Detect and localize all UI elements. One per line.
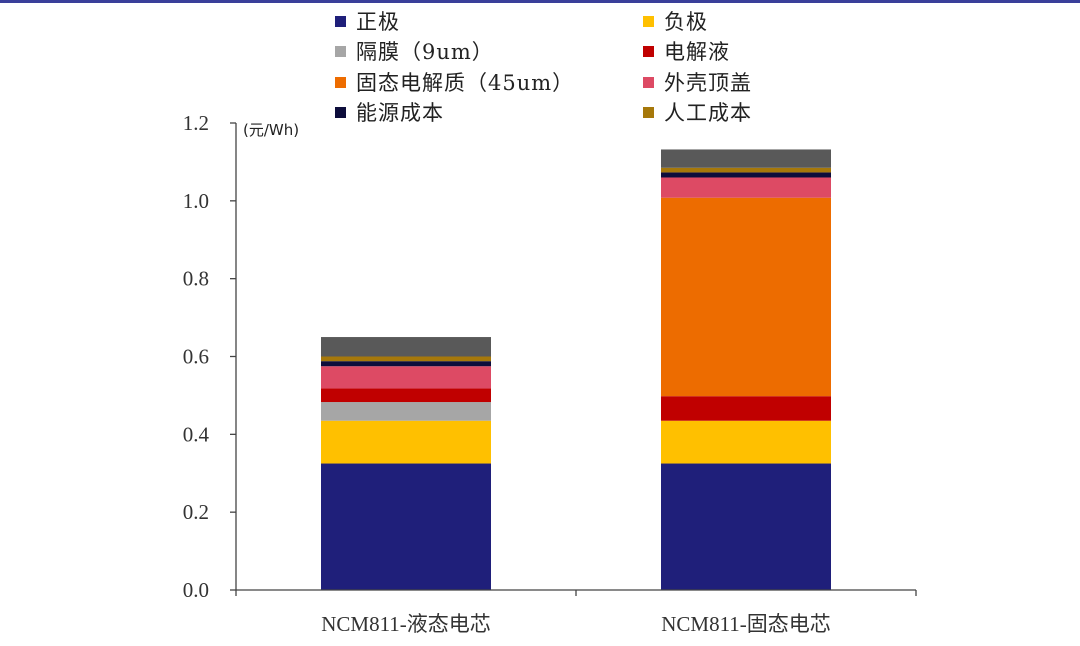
bar-segment-1-2: [321, 420, 491, 464]
bar-segment-1-1: [321, 463, 491, 590]
bar-segment-1-3: [321, 402, 491, 421]
legend-label-electrolyte: 电解液: [664, 40, 730, 64]
bar-segment-2-6: [661, 177, 831, 198]
y-tick-label: 0.6: [183, 345, 209, 369]
legend-swatch-anode: [643, 15, 654, 27]
legend-item-casing-cap: 外壳顶盖: [643, 70, 752, 95]
y-tick-label: 0.4: [183, 422, 210, 446]
bar-segment-2-2: [661, 420, 831, 464]
legend-swatch-solid-electrolyte: [335, 76, 346, 88]
legend-swatch-energy-cost: [335, 106, 346, 118]
y-tick-label: 0.8: [183, 267, 209, 291]
bar-segment-2-4: [661, 396, 831, 421]
bar-segment-2-5: [661, 197, 831, 397]
bar-segment-2-1: [661, 463, 831, 590]
bar-segment-1-4: [321, 388, 491, 403]
bar-segment-2-8: [661, 167, 831, 173]
legend-swatch-electrolyte: [643, 45, 654, 57]
y-axis-unit-label: (元/Wh): [243, 121, 300, 139]
bar-segment-2-9: [661, 149, 831, 168]
legend-label-cathode: 正极: [356, 10, 400, 34]
legend-item-labor-cost: 人工成本: [643, 100, 752, 125]
legend-item-electrolyte: 电解液: [643, 39, 730, 64]
top-rule: [0, 0, 1080, 3]
legend-item-energy-cost: 能源成本: [335, 100, 444, 125]
bar-segment-2-7: [661, 172, 831, 178]
y-tick-label: 1.0: [183, 189, 209, 213]
legend-swatch-labor-cost: [643, 106, 654, 118]
x-category-label: NCM811-液态电芯: [321, 612, 491, 636]
legend-item-separator: 隔膜（9um）: [335, 39, 494, 64]
bar-segment-1-8: [321, 356, 491, 362]
chart-legend: 正极 负极 隔膜（9um） 电解液 固态电解质（45um） 外壳顶盖 能源成本 …: [0, 0, 1080, 130]
legend-swatch-separator: [335, 45, 346, 57]
legend-label-casing-cap: 外壳顶盖: [664, 71, 752, 95]
legend-label-separator: 隔膜（9um）: [356, 40, 494, 64]
y-tick-label: 1.2: [183, 111, 209, 135]
legend-item-solid-electrolyte: 固态电解质（45um）: [335, 70, 575, 95]
y-tick-label: 0.0: [183, 578, 209, 602]
y-tick-label: 0.2: [183, 500, 209, 524]
legend-swatch-cathode: [335, 15, 346, 27]
bar-segment-1-7: [321, 361, 491, 367]
legend-swatch-casing-cap: [643, 76, 654, 88]
legend-item-cathode: 正极: [335, 9, 400, 34]
bar-segment-1-6: [321, 366, 491, 389]
bar-segment-1-9: [321, 337, 491, 357]
legend-label-solid-electrolyte: 固态电解质（45um）: [356, 71, 575, 95]
legend-label-labor-cost: 人工成本: [664, 101, 752, 125]
legend-label-anode: 负极: [664, 10, 708, 34]
legend-item-anode: 负极: [643, 9, 708, 34]
legend-label-energy-cost: 能源成本: [356, 101, 444, 125]
x-category-label: NCM811-固态电芯: [661, 612, 831, 636]
